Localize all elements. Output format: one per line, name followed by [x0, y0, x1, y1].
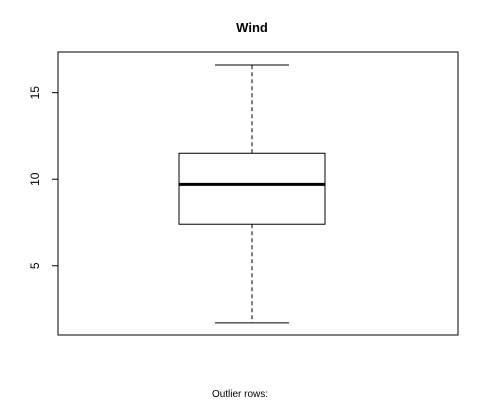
y-tick-label: 10: [28, 172, 42, 186]
wind-boxplot: Wind 5 10 15: [28, 20, 459, 336]
y-tick-label: 5: [28, 262, 42, 269]
boxplot: [178, 64, 326, 324]
outlier-rows-label: Outlier rows:: [211, 389, 269, 400]
y-tick-label: 15: [28, 86, 42, 100]
chart-title: Wind: [236, 20, 268, 35]
iqr-box: [178, 152, 326, 225]
y-axis: 5 10 15: [28, 86, 59, 269]
